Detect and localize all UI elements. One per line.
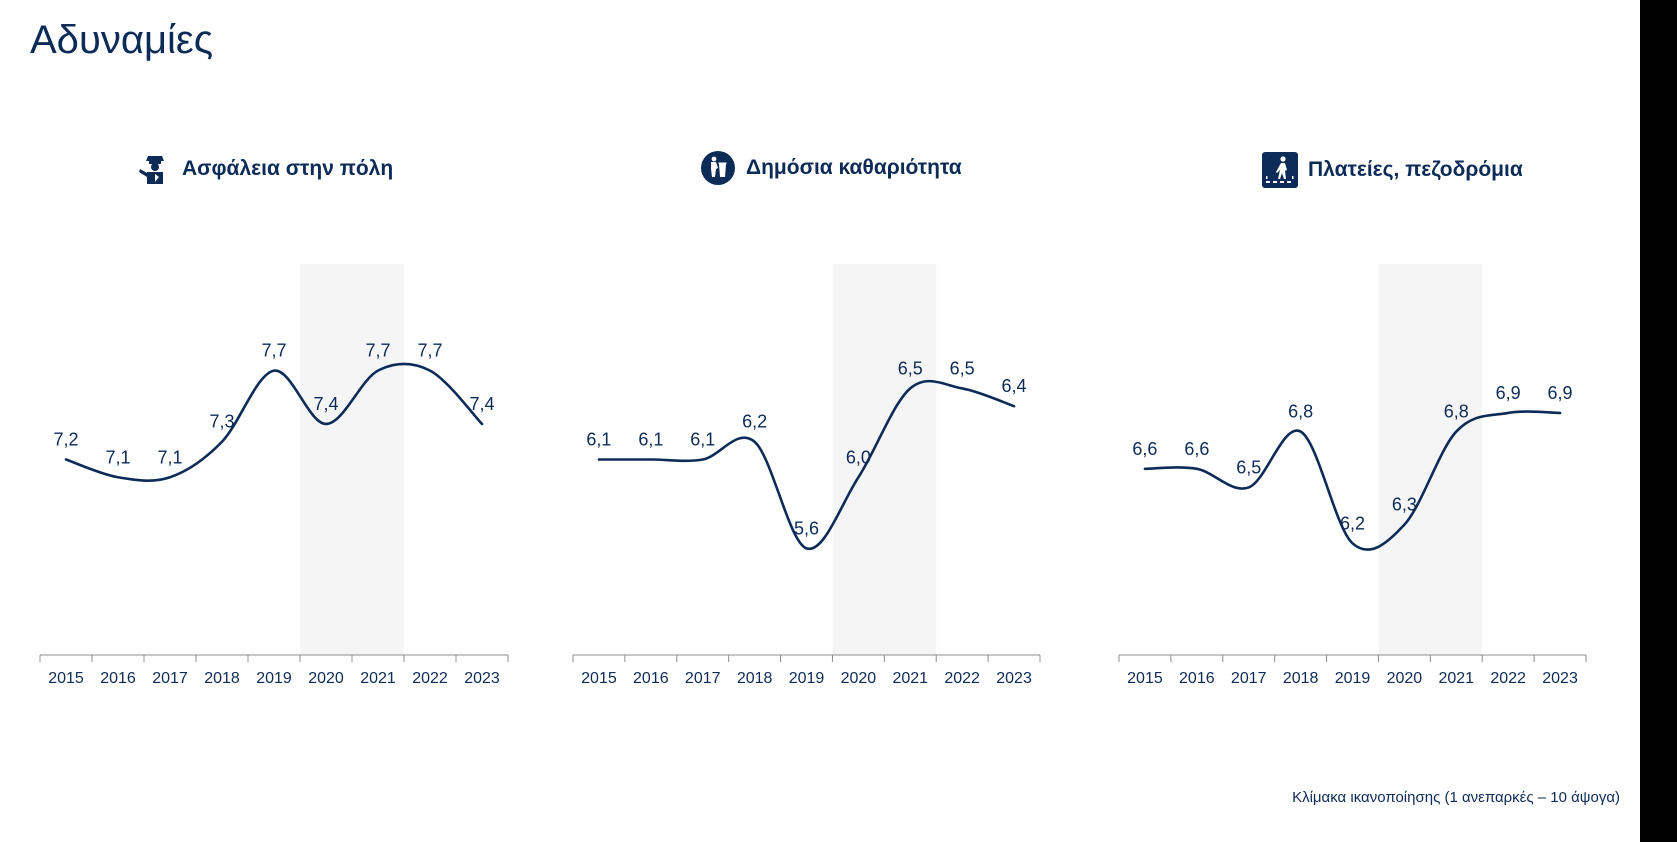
data-label: 6,1 (690, 430, 715, 450)
data-label: 7,1 (105, 447, 130, 467)
data-label: 6,6 (1132, 439, 1157, 459)
tick-label: 2022 (412, 670, 448, 687)
tick-label: 2022 (1490, 670, 1526, 687)
panel-header-security: Ασφάλεια στην πόλη (138, 152, 393, 186)
panel-title: Δημόσια καθαριότητα (746, 156, 962, 179)
tick-label: 2021 (360, 670, 396, 687)
data-label: 6,5 (898, 358, 923, 378)
data-label: 5,6 (794, 518, 819, 538)
data-label: 7,1 (157, 447, 182, 467)
tick-label: 2015 (581, 670, 617, 687)
tick-label: 2019 (1335, 670, 1371, 687)
data-label: 7,7 (417, 341, 442, 361)
data-label: 6,4 (1002, 376, 1027, 396)
scale-footnote: Κλίμακα ικανοποίησης (1 ανεπαρκές – 10 ά… (1292, 789, 1620, 806)
tick-label: 2023 (996, 670, 1032, 687)
pedestrian-crossing-icon (1262, 152, 1298, 188)
tick-label: 2022 (944, 670, 980, 687)
tick-label: 2019 (789, 670, 825, 687)
data-label: 6,8 (1444, 402, 1469, 422)
data-label: 6,2 (1340, 513, 1365, 533)
panel-header-squares: Πλατείες, πεζοδρόμια (1262, 152, 1523, 188)
data-label: 6,2 (742, 412, 767, 432)
highlight-band (832, 264, 937, 655)
tick-label: 2020 (841, 670, 877, 687)
tick-label: 2016 (1179, 670, 1215, 687)
data-label: 6,8 (1288, 402, 1313, 422)
panel-title: Ασφάλεια στην πόλη (182, 157, 394, 180)
trash-bin-icon (700, 150, 736, 186)
panel-title: Πλατείες, πεζοδρόμια (1308, 158, 1523, 181)
tick-label: 2018 (737, 670, 773, 687)
tick-label: 2016 (633, 670, 669, 687)
highlight-band (1378, 264, 1483, 655)
data-label: 7,4 (469, 394, 494, 414)
data-label: 7,2 (53, 430, 78, 450)
data-label: 7,7 (261, 341, 286, 361)
series-line (597, 379, 1016, 550)
tick-label: 2016 (100, 670, 136, 687)
tick-label: 2018 (1283, 670, 1319, 687)
data-label: 6,1 (586, 430, 611, 450)
police-officer-icon (138, 152, 172, 186)
data-label: 6,9 (1548, 383, 1573, 403)
data-label: 7,7 (365, 341, 390, 361)
tick-label: 2021 (1438, 670, 1474, 687)
data-label: 6,5 (950, 358, 975, 378)
tick-label: 2019 (256, 670, 292, 687)
series-line (64, 362, 484, 482)
series-line (1143, 410, 1562, 551)
data-label: 6,1 (638, 430, 663, 450)
tick-label: 2020 (1387, 670, 1423, 687)
tick-label: 2020 (308, 670, 344, 687)
tick-label: 2017 (685, 670, 721, 687)
data-label: 6,9 (1496, 383, 1521, 403)
panel-header-cleanliness: Δημόσια καθαριότητα (700, 150, 962, 186)
tick-label: 2015 (1127, 670, 1163, 687)
tick-label: 2023 (464, 670, 500, 687)
tick-label: 2015 (48, 670, 84, 687)
data-label: 6,3 (1392, 495, 1417, 515)
data-label: 6,6 (1184, 439, 1209, 459)
data-label: 6,5 (1236, 457, 1261, 477)
tick-label: 2021 (892, 670, 928, 687)
data-label: 6,0 (846, 447, 871, 467)
highlight-band (300, 264, 404, 655)
data-label: 7,3 (209, 412, 234, 432)
data-label: 7,4 (313, 394, 338, 414)
right-edge-bar (1640, 0, 1677, 842)
tick-label: 2017 (152, 670, 188, 687)
tick-label: 2023 (1542, 670, 1578, 687)
tick-label: 2018 (204, 670, 240, 687)
tick-label: 2017 (1231, 670, 1267, 687)
page-title: Αδυναμίες (30, 18, 213, 62)
